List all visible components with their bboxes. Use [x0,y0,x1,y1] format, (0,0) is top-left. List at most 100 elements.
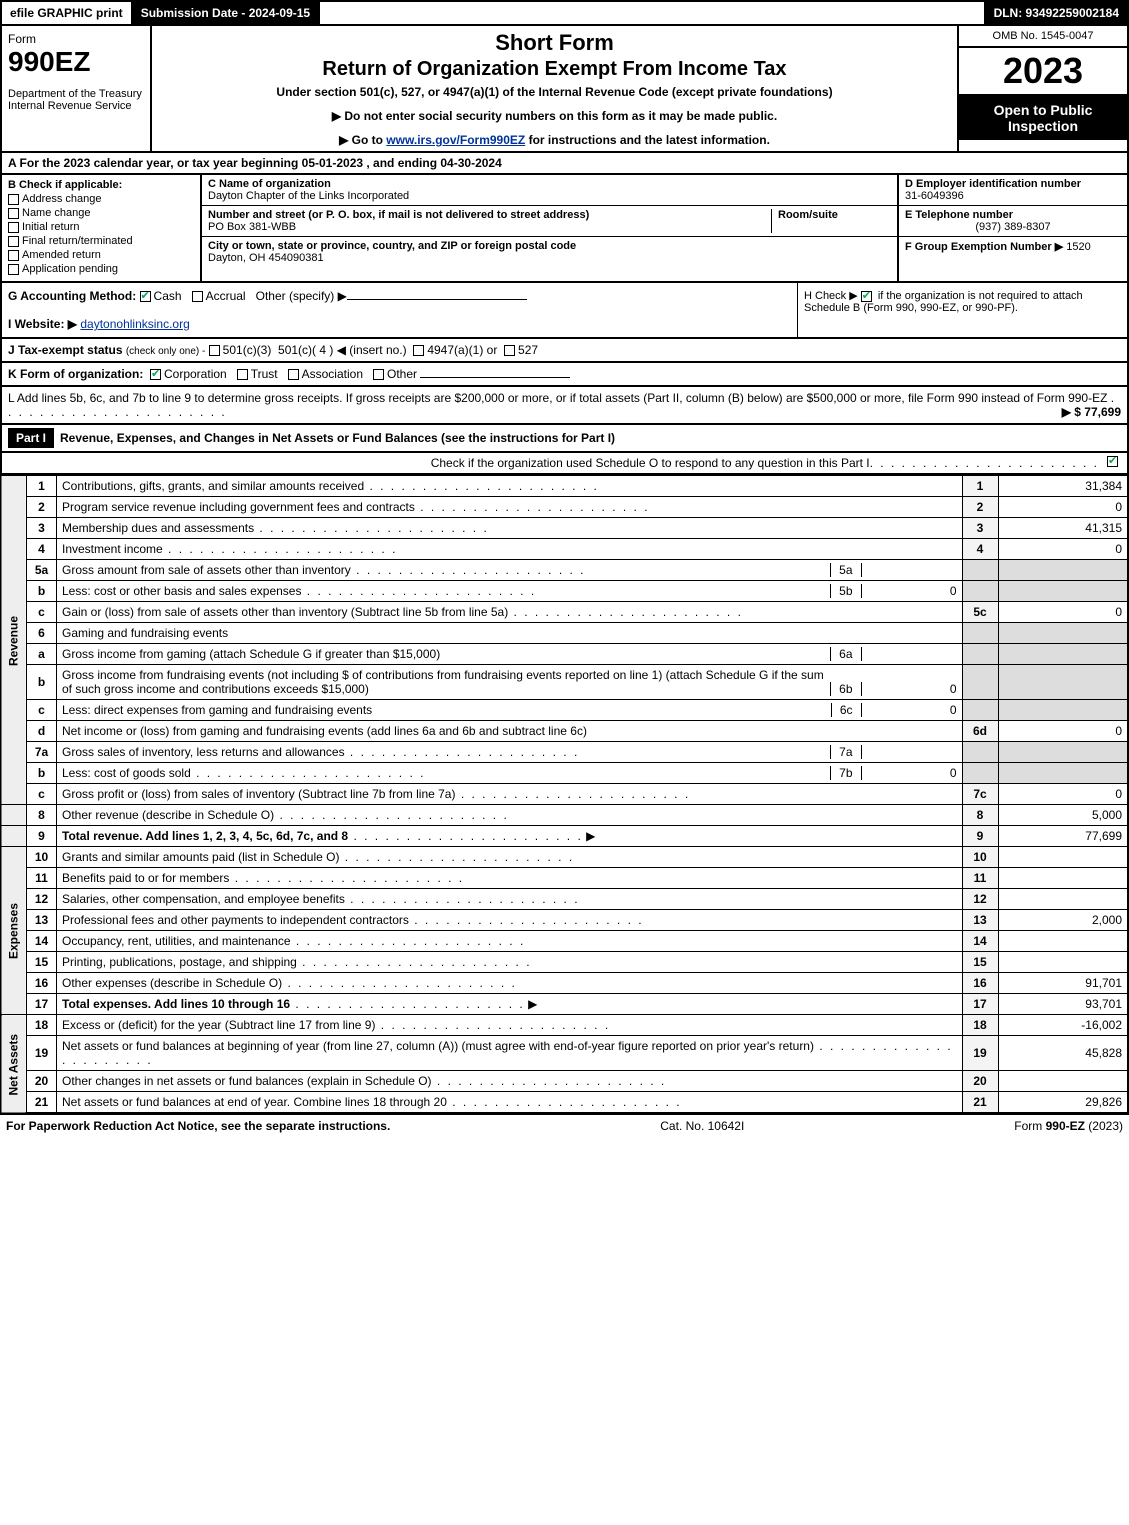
l14-value [998,931,1128,952]
website-link[interactable]: daytonohlinksinc.org [80,317,189,331]
l11-lineno: 11 [962,868,998,889]
c-city-row: City or town, state or province, country… [202,237,897,267]
c-street-row: Number and street (or P. O. box, if mail… [202,206,897,237]
g-other-line[interactable] [347,299,527,300]
chk-accrual[interactable] [192,291,203,302]
l6c-sv: 0 [862,703,962,717]
j-label: J Tax-exempt status [8,343,123,357]
chk-4947[interactable] [413,345,424,356]
l7c-lineno: 7c [962,784,998,805]
title-return: Return of Organization Exempt From Incom… [162,58,947,81]
l9-value: 77,699 [998,826,1128,847]
f-label: F Group Exemption Number ▶ [905,241,1063,253]
l5b-desc: Less: cost or other basis and sales expe… [62,584,301,598]
chk-initial-return[interactable]: Initial return [8,221,194,233]
form-number: 990EZ [8,46,144,78]
chk-501c3[interactable] [209,345,220,356]
l-text: L Add lines 5b, 6c, and 7b to line 9 to … [8,391,1107,405]
chk-527[interactable] [504,345,515,356]
part-i-check-row: Check if the organization used Schedule … [0,453,1129,475]
c-name-label: C Name of organization [208,178,409,190]
goto-pre: ▶ Go to [339,133,386,147]
l17-lineno: 17 [962,994,998,1015]
line-5b: bLess: cost or other basis and sales exp… [1,581,1128,602]
l21-lineno: 21 [962,1092,998,1114]
k-assoc: Association [302,367,363,381]
l9-desc: Total revenue. Add lines 1, 2, 3, 4, 5c,… [62,829,348,843]
k-other-line[interactable] [420,377,570,378]
chk-name-change[interactable]: Name change [8,207,194,219]
chk-amended-return[interactable]: Amended return [8,249,194,261]
line-9: 9 Total revenue. Add lines 1, 2, 3, 4, 5c… [1,826,1128,847]
l5c-lineno: 5c [962,602,998,623]
l4-num: 4 [27,539,57,560]
l10-lineno: 10 [962,847,998,868]
footer-cat-no: Cat. No. 10642I [660,1119,744,1133]
dln: DLN: 93492259002184 [984,2,1127,24]
l19-value: 45,828 [998,1036,1128,1071]
l7b-shade1 [962,763,998,784]
subtitle: Under section 501(c), 527, or 4947(a)(1)… [162,85,947,99]
d-label: D Employer identification number [905,178,1121,190]
line-5a: 5aGross amount from sale of assets other… [1,560,1128,581]
c-name-row: C Name of organization Dayton Chapter of… [202,175,897,206]
l1-desc: Contributions, gifts, grants, and simila… [62,479,364,493]
l8-value: 5,000 [998,805,1128,826]
l2-num: 2 [27,497,57,518]
l5b-shade2 [998,581,1128,602]
l9-lineno: 9 [962,826,998,847]
l7a-desc: Gross sales of inventory, less returns a… [62,745,345,759]
chk-schedule-b[interactable] [861,291,872,302]
l6b-sln: 6b [830,682,861,696]
l5a-sv [862,563,962,577]
l6-desc: Gaming and fundraising events [57,623,963,644]
l18-value: -16,002 [998,1015,1128,1036]
l6d-desc: Net income or (loss) from gaming and fun… [62,724,587,738]
l6d-value: 0 [998,721,1128,742]
row-a-tax-year: A For the 2023 calendar year, or tax yea… [0,153,1129,175]
efile-print[interactable]: efile GRAPHIC print [2,2,133,24]
l19-lineno: 19 [962,1036,998,1071]
row-l-gross-receipts: L Add lines 5b, 6c, and 7b to line 9 to … [0,387,1129,425]
line-20: 20Other changes in net assets or fund ba… [1,1071,1128,1092]
l17-desc: Total expenses. Add lines 10 through 16 [62,997,290,1011]
l12-num: 12 [27,889,57,910]
chk-trust[interactable] [237,369,248,380]
l6a-sln: 6a [830,647,861,661]
l12-desc: Salaries, other compensation, and employ… [62,892,345,906]
k-corp: Corporation [164,367,227,381]
l4-value: 0 [998,539,1128,560]
l12-lineno: 12 [962,889,998,910]
chk-final-return[interactable]: Final return/terminated [8,235,194,247]
l8-num: 8 [27,805,57,826]
line-1: Revenue 1 Contributions, gifts, grants, … [1,476,1128,497]
l7c-value: 0 [998,784,1128,805]
l3-num: 3 [27,518,57,539]
chk-corporation[interactable] [150,369,161,380]
l6a-desc: Gross income from gaming (attach Schedul… [62,647,830,661]
k-trust: Trust [251,367,278,381]
d-ein-row: D Employer identification number 31-6049… [899,175,1127,206]
l10-num: 10 [27,847,57,868]
l10-value [998,847,1128,868]
chk-application-pending[interactable]: Application pending [8,263,194,275]
l20-value [998,1071,1128,1092]
header-center: Short Form Return of Organization Exempt… [152,26,957,151]
page-footer: For Paperwork Reduction Act Notice, see … [0,1114,1129,1137]
l5a-sln: 5a [830,563,861,577]
header-right: OMB No. 1545-0047 2023 Open to Public In… [957,26,1127,151]
l11-num: 11 [27,868,57,889]
l14-lineno: 14 [962,931,998,952]
tax-year: 2023 [959,48,1127,96]
l7b-sln: 7b [830,766,861,780]
l6-shade2 [998,623,1128,644]
chk-address-change[interactable]: Address change [8,193,194,205]
chk-schedule-o-part-i[interactable] [1107,456,1118,467]
l6d-num: d [27,721,57,742]
line-17: 17 Total expenses. Add lines 10 through 1… [1,994,1128,1015]
irs-link[interactable]: www.irs.gov/Form990EZ [386,133,525,147]
chk-association[interactable] [288,369,299,380]
l13-num: 13 [27,910,57,931]
chk-other-org[interactable] [373,369,384,380]
chk-cash[interactable] [140,291,151,302]
